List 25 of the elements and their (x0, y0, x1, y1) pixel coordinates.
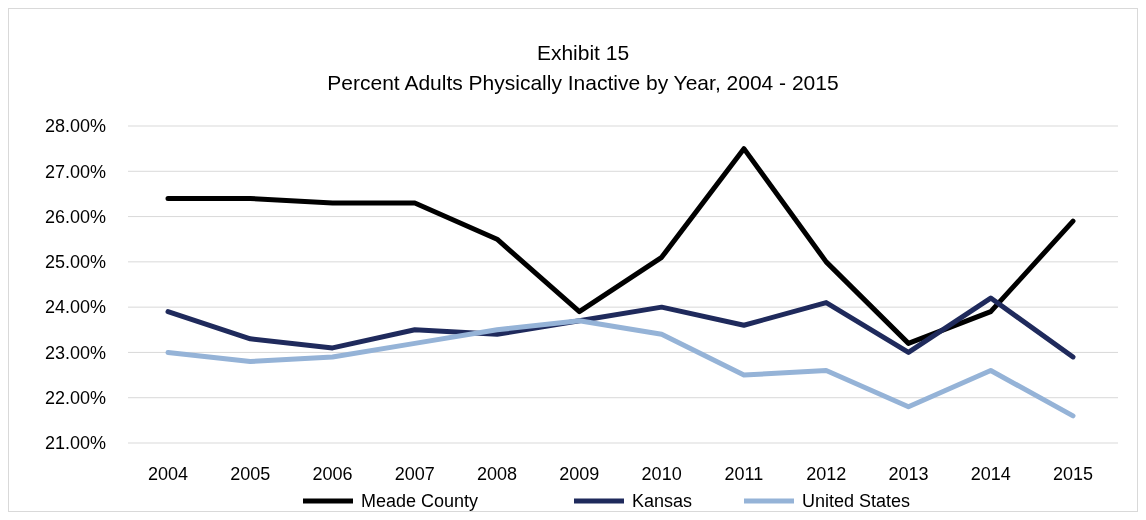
x-tick-label: 2013 (888, 464, 929, 484)
x-tick-label: 2010 (641, 464, 682, 484)
x-tick-label: 2004 (147, 464, 189, 484)
y-tick-label: 26.00% (44, 206, 106, 227)
y-tick-label: 28.00% (44, 116, 106, 137)
y-tick-label: 27.00% (44, 161, 106, 182)
y-tick-label: 21.00% (44, 433, 106, 454)
x-tick-label: 2011 (724, 464, 764, 484)
y-tick-label: 25.00% (44, 252, 106, 273)
x-tick-label: 2012 (806, 464, 847, 484)
chart-subtitle: Percent Adults Physically Inactive by Year, 2004 - 2015 (327, 71, 839, 94)
legend-label: Meade County (361, 491, 479, 512)
legend-label: United States (802, 491, 911, 512)
y-tick-label: 24.00% (44, 297, 106, 318)
x-tick-label: 2005 (230, 464, 271, 484)
x-tick-label: 2015 (1052, 464, 1094, 484)
y-tick-label: 23.00% (44, 342, 106, 363)
x-tick-label: 2007 (394, 464, 435, 484)
chart-title: Exhibit 15 (536, 41, 630, 64)
x-tick-label: 2006 (312, 464, 353, 484)
x-tick-label: 2009 (559, 464, 600, 484)
legend-label: Kansas (632, 491, 693, 512)
x-tick-label: 2014 (970, 464, 1011, 484)
y-tick-label: 22.00% (44, 388, 106, 409)
x-tick-label: 2008 (477, 464, 518, 484)
